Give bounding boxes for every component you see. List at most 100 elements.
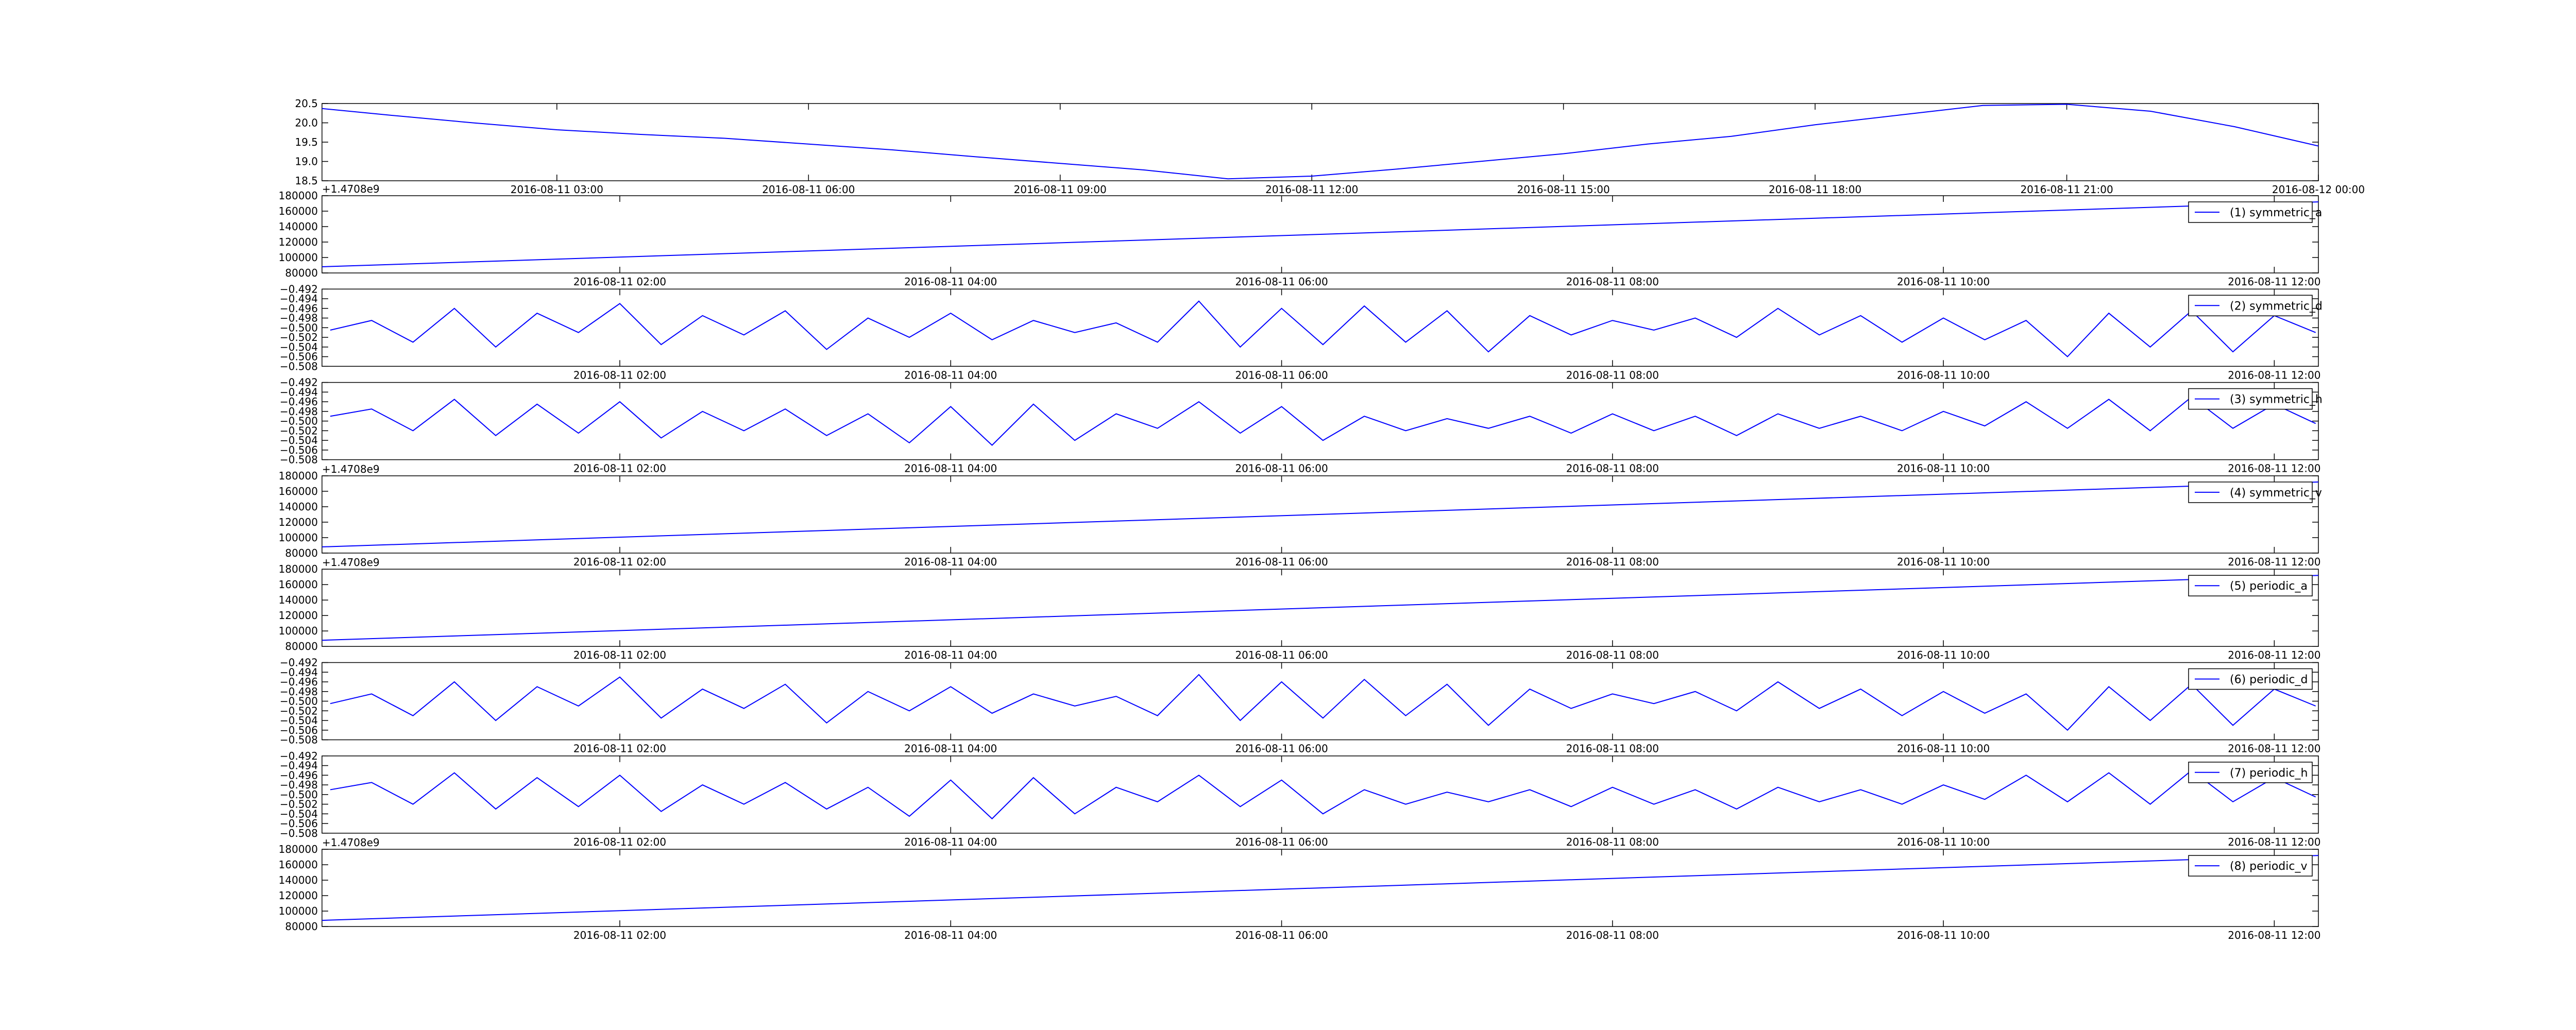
x-tick-label: 2016-08-11 10:00 <box>1897 276 1990 288</box>
y-tick-label: 100000 <box>279 531 318 544</box>
x-tick-label: 2016-08-11 10:00 <box>1897 836 1990 848</box>
x-tick-label: 2016-08-11 04:00 <box>904 836 997 848</box>
y-tick-label: 80000 <box>285 547 318 559</box>
y-tick-label: 20.0 <box>295 117 318 129</box>
y-tick-label: 100000 <box>279 251 318 264</box>
data-line <box>322 201 2318 267</box>
x-tick-label: 2016-08-11 04:00 <box>904 743 997 755</box>
y-tick-label: −0.502 <box>280 424 318 437</box>
x-tick-label: 2016-08-12 00:00 <box>2272 183 2365 196</box>
y-tick-label: 140000 <box>279 501 318 513</box>
data-line <box>330 769 2316 820</box>
y-tick-label: −0.498 <box>280 685 318 698</box>
x-tick-label: 2016-08-11 04:00 <box>904 369 997 381</box>
y-tick-label: −0.500 <box>280 415 318 427</box>
y-tick-label: −0.508 <box>280 454 318 466</box>
axes-frame <box>321 103 2319 181</box>
x-tick-label: 2016-08-11 04:00 <box>904 276 997 288</box>
y-tick-label: 80000 <box>285 640 318 653</box>
x-tick-label: 2016-08-11 02:00 <box>573 556 666 568</box>
y-tick-label: −0.496 <box>280 676 318 688</box>
data-line <box>322 104 2318 180</box>
y-tick-label: 100000 <box>279 625 318 637</box>
axes-frame <box>321 382 2319 460</box>
x-tick-label: 2016-08-11 06:00 <box>1235 462 1328 475</box>
legend-label: (3) symmetric_h <box>2230 393 2323 406</box>
x-tick-label: 2016-08-11 02:00 <box>573 836 666 848</box>
x-tick-label: 2016-08-11 02:00 <box>573 276 666 288</box>
legend-label: (1) symmetric_a <box>2230 207 2322 219</box>
y-tick-label: 20.5 <box>295 97 318 110</box>
y-tick-label: −0.506 <box>280 351 318 363</box>
y-offset-text: +1.4708e9 <box>322 183 380 195</box>
y-tick-label: 120000 <box>279 889 318 902</box>
y-tick-label: −0.506 <box>280 817 318 830</box>
x-tick-label: 2016-08-11 08:00 <box>1566 369 1659 381</box>
x-tick-label: 2016-08-11 06:00 <box>1235 649 1328 661</box>
x-tick-label: 2016-08-11 08:00 <box>1566 649 1659 661</box>
y-tick-label: 19.0 <box>295 156 318 168</box>
y-tick-label: 80000 <box>285 267 318 279</box>
y-tick-label: 180000 <box>279 563 318 575</box>
y-tick-label: −0.496 <box>280 769 318 781</box>
y-tick-label: 180000 <box>279 190 318 202</box>
y-tick-label: −0.500 <box>280 321 318 334</box>
y-tick-label: −0.498 <box>280 405 318 418</box>
y-offset-text: +1.4708e9 <box>322 463 380 475</box>
x-tick-label: 2016-08-11 15:00 <box>1517 183 1610 196</box>
x-tick-label: 2016-08-11 06:00 <box>1235 836 1328 848</box>
x-tick-label: 2016-08-11 10:00 <box>1897 649 1990 661</box>
y-tick-label: −0.492 <box>280 750 318 762</box>
y-tick-label: 120000 <box>279 516 318 528</box>
x-tick-label: 2016-08-11 06:00 <box>762 183 855 196</box>
x-tick-label: 2016-08-11 12:00 <box>2228 276 2320 288</box>
x-tick-label: 2016-08-11 12:00 <box>2228 556 2320 568</box>
data-line <box>322 855 2318 921</box>
x-tick-label: 2016-08-11 21:00 <box>2020 183 2113 196</box>
y-tick-label: −0.504 <box>280 808 318 820</box>
y-tick-label: −0.498 <box>280 779 318 791</box>
legend-label: (6) periodic_d <box>2230 674 2308 686</box>
x-tick-label: 2016-08-11 02:00 <box>573 369 666 381</box>
y-tick-label: −0.498 <box>280 312 318 324</box>
axes-frame <box>321 756 2319 834</box>
axes-frame <box>321 288 2319 367</box>
y-tick-label: −0.494 <box>280 293 318 305</box>
x-tick-label: 2016-08-11 08:00 <box>1566 462 1659 475</box>
x-tick-label: 2016-08-11 06:00 <box>1235 276 1328 288</box>
y-tick-label: −0.496 <box>280 302 318 315</box>
x-tick-label: 2016-08-11 18:00 <box>1769 183 1861 196</box>
y-offset-text: +1.4708e9 <box>322 836 380 849</box>
y-tick-label: −0.494 <box>280 666 318 678</box>
y-tick-label: 160000 <box>279 578 318 591</box>
y-tick-label: −0.502 <box>280 705 318 717</box>
x-tick-label: 2016-08-11 08:00 <box>1566 929 1659 941</box>
y-tick-label: −0.492 <box>280 283 318 295</box>
x-tick-label: 2016-08-11 12:00 <box>1265 183 1358 196</box>
x-tick-label: 2016-08-11 02:00 <box>573 462 666 475</box>
y-tick-label: 160000 <box>279 859 318 871</box>
y-tick-label: −0.504 <box>280 714 318 727</box>
y-tick-label: 180000 <box>279 843 318 855</box>
y-tick-label: −0.502 <box>280 798 318 811</box>
x-tick-label: 2016-08-11 06:00 <box>1235 743 1328 755</box>
x-tick-label: 2016-08-11 04:00 <box>904 929 997 941</box>
x-tick-label: 2016-08-11 12:00 <box>2228 462 2320 475</box>
x-tick-label: 2016-08-11 04:00 <box>904 649 997 661</box>
x-tick-label: 2016-08-11 06:00 <box>1235 556 1328 568</box>
x-tick-label: 2016-08-11 03:00 <box>511 183 603 196</box>
y-tick-label: −0.504 <box>280 341 318 353</box>
y-tick-label: 160000 <box>279 205 318 217</box>
x-tick-label: 2016-08-11 06:00 <box>1235 369 1328 381</box>
y-tick-label: −0.494 <box>280 386 318 398</box>
y-tick-label: 140000 <box>279 874 318 886</box>
data-line <box>330 300 2316 357</box>
x-tick-label: 2016-08-11 12:00 <box>2228 836 2320 848</box>
data-line <box>322 481 2318 547</box>
y-tick-label: −0.506 <box>280 444 318 456</box>
x-tick-label: 2016-08-11 08:00 <box>1566 743 1659 755</box>
y-tick-label: 100000 <box>279 905 318 917</box>
y-tick-label: −0.508 <box>280 734 318 746</box>
y-tick-label: −0.494 <box>280 760 318 772</box>
